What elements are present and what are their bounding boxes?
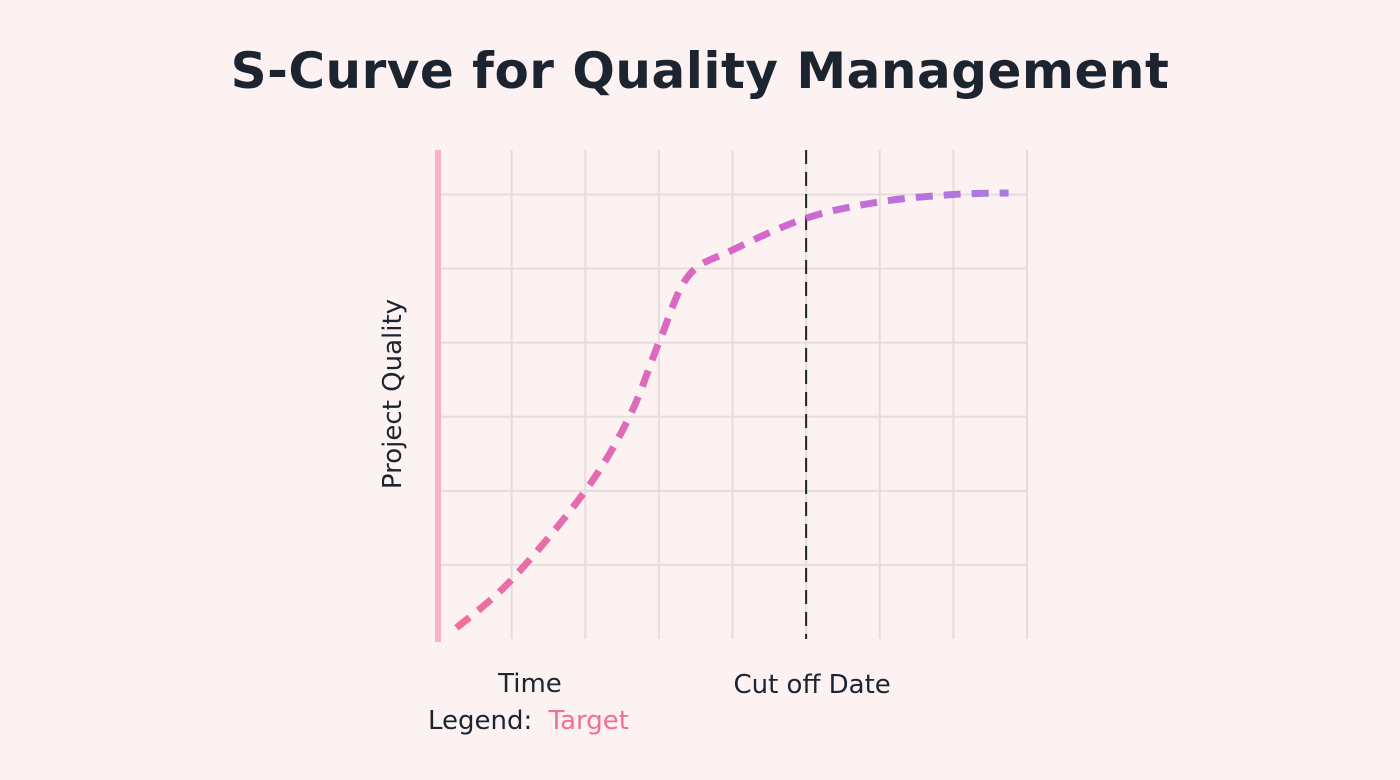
chart-title: S-Curve for Quality Management	[230, 42, 1170, 100]
legend-prefix: Legend:	[428, 706, 532, 736]
cutoff-date-label: Cut off Date	[733, 670, 890, 700]
legend-entry-target: Target	[548, 706, 629, 736]
y-axis-label: Project Quality	[378, 299, 408, 489]
legend: Legend: Target	[428, 706, 629, 736]
target-curve	[454, 189, 1009, 631]
x-axis-label: Time	[497, 669, 562, 699]
grid-lines	[438, 150, 1028, 639]
